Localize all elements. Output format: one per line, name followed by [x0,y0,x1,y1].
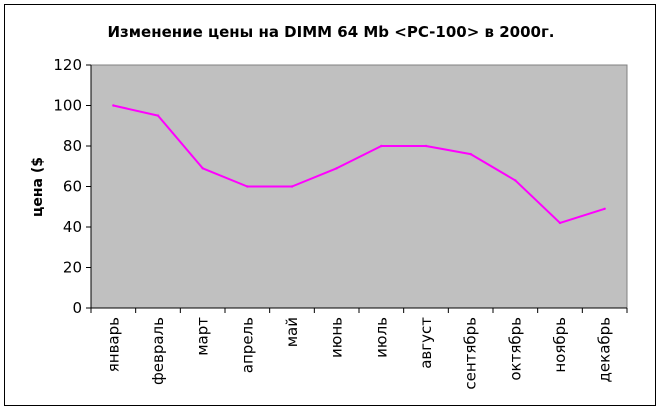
x-category-label: январь [104,317,122,372]
data-point [335,167,338,170]
data-point [558,221,562,225]
x-category-label: март [194,317,212,356]
data-point [112,104,115,107]
data-point [469,152,472,156]
data-point [424,144,428,148]
x-category-label: август [417,317,435,369]
data-point [380,144,383,148]
y-tick-label: 0 [72,299,82,317]
x-category-label: июнь [328,317,346,358]
x-category-label: декабрь [596,317,614,382]
data-point [156,114,160,117]
y-axis-label: цена ($ [30,157,46,217]
data-point [246,185,249,188]
data-point [290,185,294,188]
price-line-chart: Изменение цены на DIMM 64 Mb <PC-100> в … [30,23,628,390]
chart-frame: Изменение цены на DIMM 64 Mb <PC-100> в … [4,4,656,406]
x-category-label: сентябрь [462,317,480,390]
y-tick-label: 20 [63,259,82,277]
y-tick-label: 60 [63,178,82,196]
x-category-label: апрель [238,317,256,373]
axes: 0 20 40 60 80 100 120 январь февраль март апрель ма… [53,56,628,390]
series-line [113,104,605,224]
x-category-label: октябрь [506,317,524,381]
y-tick-label: 100 [53,97,82,115]
plot-area [90,64,628,309]
y-tick-label: 80 [63,137,82,155]
x-category-label: февраль [149,317,167,385]
series-marks [112,104,606,225]
data-point [514,179,517,182]
data-point [603,207,606,210]
data-point [201,167,204,170]
x-category-label: ноябрь [551,317,569,373]
chart-title: Изменение цены на DIMM 64 Mb <PC-100> в … [108,23,555,41]
y-tick-label: 120 [53,56,82,74]
x-category-label: май [283,317,301,347]
x-category-label: июль [372,317,390,358]
y-tick-label: 40 [63,218,82,236]
